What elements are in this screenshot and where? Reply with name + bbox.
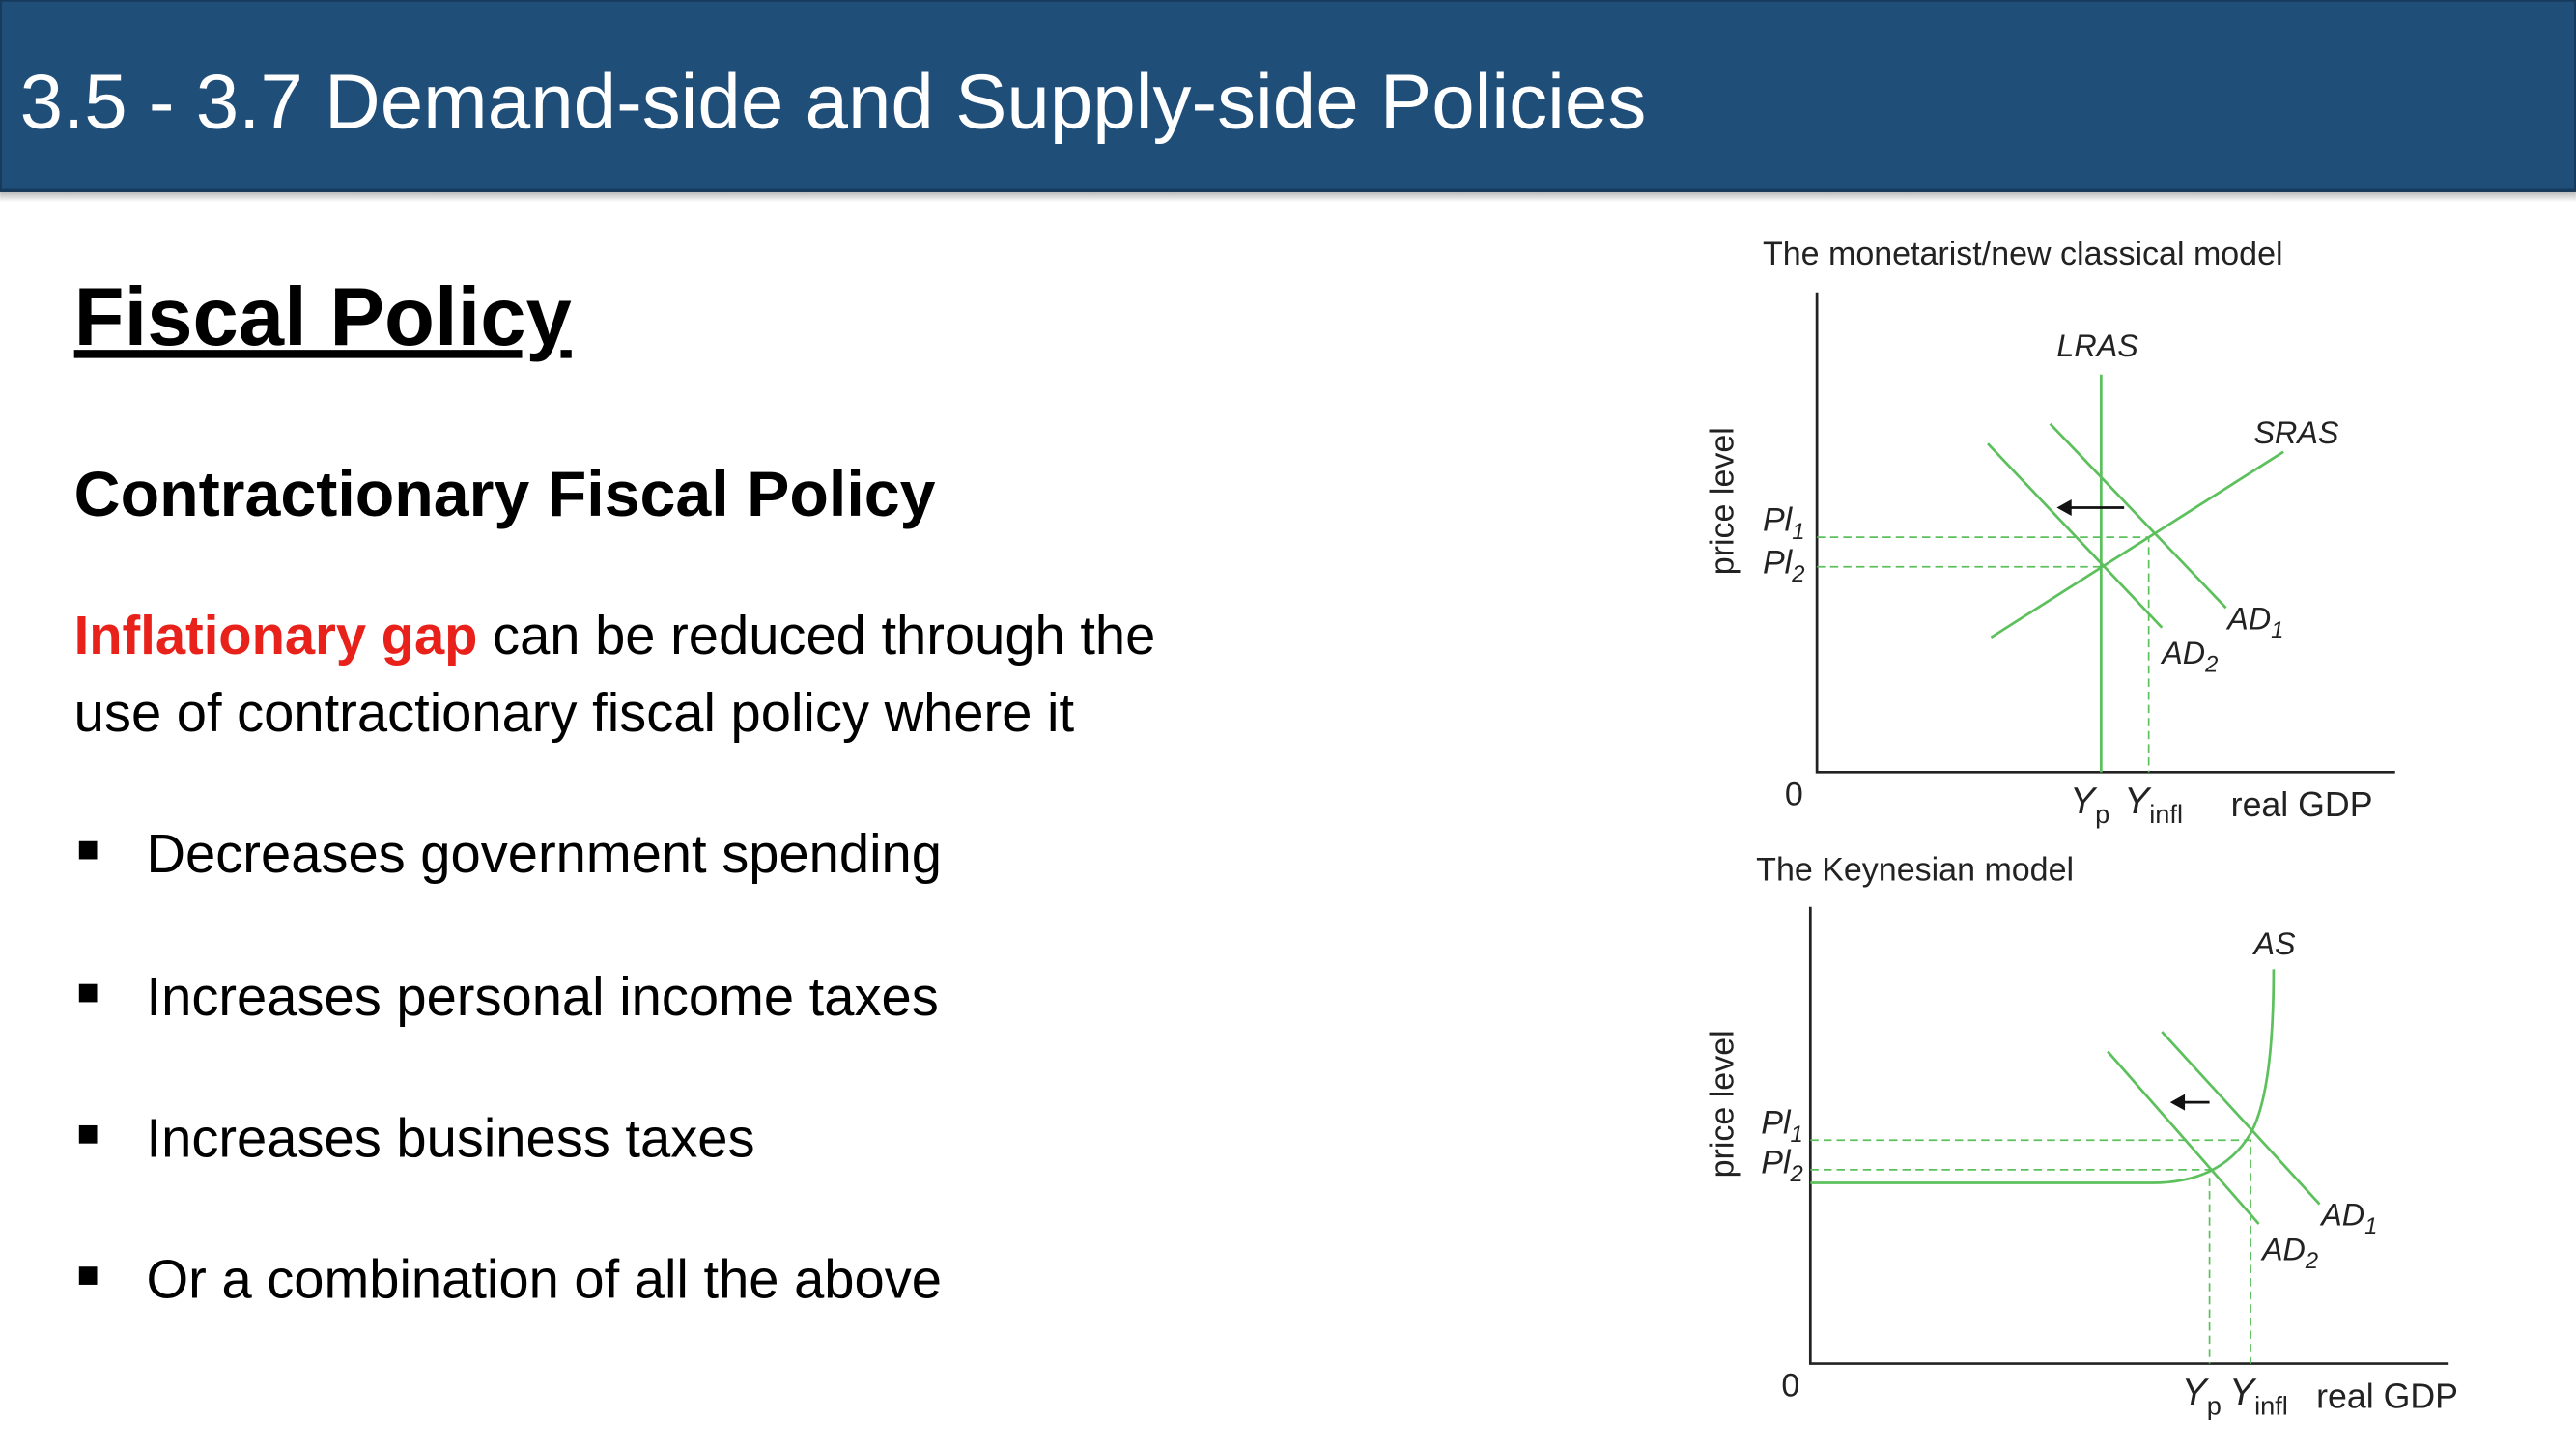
output-label: Yinfl (2229, 1372, 2288, 1420)
price-label: Pl1 (1763, 501, 1804, 545)
ad2-curve (1987, 442, 2164, 629)
curve-label: AD2 (2160, 636, 2218, 678)
subscript: 1 (1792, 519, 1804, 545)
bullet (78, 1266, 98, 1285)
subscript: 2 (2305, 1248, 2318, 1274)
bullet-list: Decreases government spending Increases … (78, 823, 942, 1310)
label: AD (2319, 1198, 2364, 1233)
subscript: 1 (2271, 617, 2283, 643)
bullet (78, 1124, 98, 1144)
axes (1815, 292, 2395, 774)
arrow-head (2056, 499, 2072, 517)
diagram-title: The Keynesian model (1756, 852, 2074, 889)
bullet-text: Increases business taxes (147, 1107, 755, 1168)
label: Y (2182, 1372, 2210, 1413)
bullet-text: Decreases government spending (147, 823, 942, 884)
label: Y (2070, 781, 2098, 822)
subscript: infl (2254, 1390, 2288, 1420)
y-axis-label: price level (1704, 427, 1741, 575)
curve-label: AD1 (2225, 601, 2283, 643)
price-label: Pl2 (1761, 1144, 1802, 1187)
price-label: Pl1 (1761, 1104, 1802, 1148)
curve-label: AD2 (2260, 1232, 2318, 1274)
subheading: Contractionary Fiscal Policy (74, 459, 936, 530)
label: Pl (1763, 501, 1794, 538)
subscript: 1 (2364, 1213, 2377, 1239)
x-axis-label: real GDP (2316, 1377, 2458, 1415)
ad1-curve (2161, 1031, 2321, 1206)
subscript: 2 (1791, 561, 1804, 587)
heading: Fiscal Policy (74, 271, 572, 363)
sras-curve (1990, 450, 2284, 639)
label: AD (2225, 601, 2271, 636)
subscript: 2 (2204, 652, 2218, 678)
subscript: 2 (1790, 1161, 1803, 1187)
text: can be reduced through the (493, 605, 1155, 666)
origin: 0 (1781, 1368, 1799, 1405)
origin: 0 (1785, 776, 1803, 812)
bullet (78, 840, 98, 860)
subscript: p (2095, 799, 2109, 829)
subscript: p (2207, 1390, 2222, 1420)
label: Pl (1761, 1104, 1792, 1141)
price-label: Pl2 (1763, 545, 1804, 588)
label: Y (2229, 1372, 2257, 1413)
diagram-title: The monetarist/new classical model (1763, 236, 2283, 272)
bullet-text: Or a combination of all the above (147, 1249, 942, 1310)
dashed-guide (1817, 536, 2150, 773)
label: AD (2260, 1232, 2306, 1266)
dashed-guide (1810, 1139, 2251, 1364)
axes (1808, 906, 2449, 1365)
diagram: The monetarist/new classical model 0 pri… (1704, 236, 2395, 829)
bullet (78, 983, 98, 1003)
subscript: infl (2149, 799, 2183, 829)
output-label: Yinfl (2124, 781, 2183, 829)
label: AD (2160, 636, 2205, 670)
y-axis-label: price level (1704, 1030, 1741, 1178)
header-title: 3.5 - 3.7 Demand-side and Supply-side Po… (20, 59, 1647, 145)
curve-label: SRAS (2254, 415, 2339, 450)
arrow-head (2169, 1094, 2186, 1111)
label: Y (2124, 781, 2152, 822)
label: Pl (1763, 545, 1794, 582)
subscript: 1 (1791, 1122, 1803, 1148)
paragraph-line: use of contractionary fiscal policy wher… (74, 682, 1075, 743)
x-axis-label: real GDP (2231, 785, 2373, 824)
output-label: Yp (2070, 781, 2109, 829)
paragraph-line: Inflationary gap can be reduced through … (74, 605, 1156, 666)
highlight: Inflationary gap (74, 605, 478, 666)
as-curve (1810, 969, 2276, 1184)
label: Pl (1761, 1144, 1792, 1180)
output-label: Yp (2182, 1372, 2222, 1420)
diagram: The Keynesian model 0 price level real G… (1704, 852, 2458, 1421)
ad1-curve (2049, 422, 2227, 610)
bullet-text: Increases personal income taxes (147, 966, 939, 1027)
curve-label: AS (2252, 926, 2297, 961)
curve-label: LRAS (2056, 328, 2138, 363)
curve-label: AD1 (2319, 1198, 2377, 1240)
ad2-curve (2107, 1050, 2260, 1225)
